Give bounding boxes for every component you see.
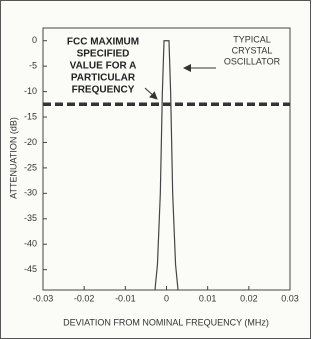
y-tick-label: -5: [29, 61, 37, 71]
annotation: FCC MAXIMUM: [67, 37, 139, 48]
y-tick-label: -20: [24, 137, 37, 147]
annotation-arrow: [144, 87, 158, 100]
y-tick-label: -45: [24, 264, 37, 274]
y-tick-label: 0: [32, 35, 37, 45]
y-axis-label: ATTENUATION (dB): [8, 117, 18, 199]
y-tick-label: -40: [24, 239, 37, 249]
x-tick-label: -0.01: [115, 293, 136, 303]
x-tick-label: 0.03: [281, 293, 299, 303]
y-tick-label: -15: [24, 111, 37, 121]
annotation: CRYSTAL: [232, 45, 273, 55]
x-tick-label: 0.01: [199, 293, 217, 303]
annotation: FREQUENCY: [72, 85, 135, 96]
x-axis-label: DEVIATION FROM NOMINAL FREQUENCY (MHz): [63, 317, 269, 327]
annotation: PARTICULAR: [71, 73, 136, 84]
annotation: SPECIFIED: [77, 49, 130, 60]
annotation: OSCILLATOR: [224, 56, 281, 66]
y-tick-label: -25: [24, 162, 37, 172]
x-tick-label: 0: [164, 293, 169, 303]
y-tick-label: -30: [24, 188, 37, 198]
annotation: TYPICAL: [233, 34, 271, 44]
x-tick-label: -0.03: [33, 293, 54, 303]
annotation: VALUE FOR A: [70, 61, 137, 72]
y-tick-label: -10: [24, 86, 37, 96]
chart: DEVIATION FROM NOMINAL FREQUENCY (MHz) A…: [0, 0, 311, 339]
x-tick-label: 0.02: [240, 293, 258, 303]
y-tick-label: -35: [24, 213, 37, 223]
oscillator-curve: [154, 40, 179, 291]
x-tick-label: -0.02: [74, 293, 95, 303]
